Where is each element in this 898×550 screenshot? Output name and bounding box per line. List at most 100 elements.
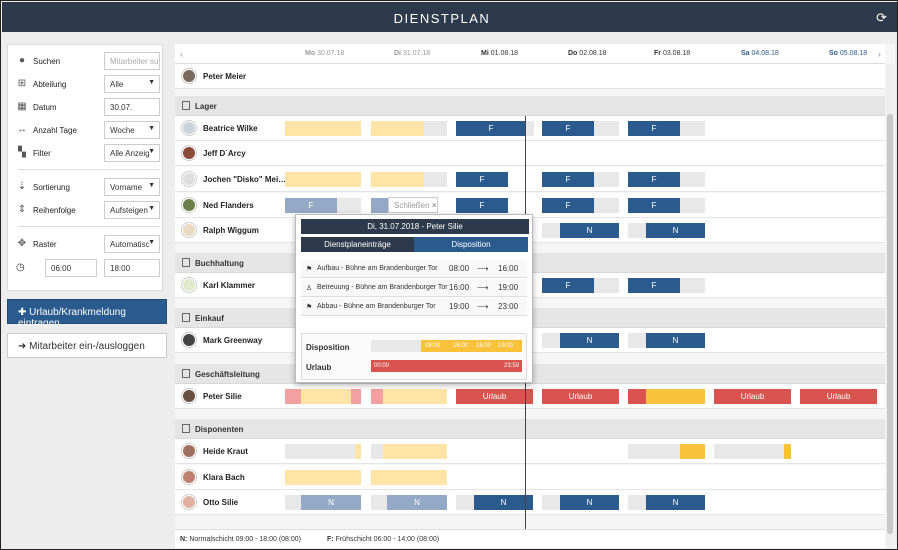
shift-block[interactable] [680, 172, 705, 187]
day-header-so[interactable]: So 05.08.18 [829, 50, 868, 57]
shift-block[interactable] [285, 172, 361, 187]
time-to-input[interactable]: 18:00 [104, 259, 160, 277]
shift-block[interactable]: N [646, 223, 705, 238]
scrollbar-thumb[interactable] [887, 114, 893, 534]
department-select[interactable]: Alle ▼ [104, 75, 160, 93]
shift-block[interactable] [594, 121, 619, 136]
sort-select[interactable]: Vorname ▼ [104, 178, 160, 196]
shift-block[interactable]: Urlaub [800, 389, 877, 404]
shift-block[interactable]: F [456, 121, 526, 136]
shift-block[interactable]: F [542, 121, 594, 136]
shift-block[interactable] [784, 444, 791, 459]
shift-block[interactable] [371, 172, 424, 187]
shift-block[interactable]: F [628, 198, 680, 213]
employee-name[interactable]: Heide Kraut [203, 447, 248, 456]
employee-name[interactable]: Jochen "Disko" Mei… [203, 175, 287, 184]
vacation-button[interactable]: ✚ Urlaub/Krankmeldung eintragen [7, 299, 167, 329]
date-input[interactable]: 30.07. [104, 98, 160, 116]
day-header-mi[interactable]: Mi 01.08.18 [481, 50, 518, 57]
vacation-bar[interactable]: 00:00 23:59 [371, 360, 522, 372]
chevron-right-icon[interactable]: › [878, 49, 881, 59]
shift-block[interactable] [371, 495, 387, 510]
shift-block[interactable] [371, 121, 424, 136]
employee-name[interactable]: Beatrice Wilke [203, 124, 258, 133]
shift-block[interactable] [628, 495, 646, 510]
shift-block[interactable] [680, 444, 705, 459]
disposition-bar[interactable]: 08:00 16:00 16:00 19:00 [421, 340, 522, 352]
shift-block[interactable]: F [542, 172, 594, 187]
shift-block[interactable]: F [456, 172, 508, 187]
shift-block[interactable]: Urlaub [714, 389, 791, 404]
shift-block[interactable] [542, 333, 560, 348]
tab-disposition[interactable]: Disposition [414, 237, 528, 252]
shift-block[interactable] [383, 389, 447, 404]
shift-block[interactable] [526, 121, 534, 136]
shift-block[interactable] [646, 389, 705, 404]
search-input[interactable]: Mitarbeiter suc [104, 52, 160, 70]
day-header-do[interactable]: Do 02.08.18 [568, 50, 607, 57]
shift-block[interactable]: N [474, 495, 533, 510]
shift-block[interactable] [456, 495, 474, 510]
shift-block[interactable] [628, 223, 646, 238]
shift-block[interactable]: N [560, 333, 619, 348]
day-header-sa[interactable]: Sa 04.08.18 [741, 50, 779, 57]
employee-name[interactable]: Jeff D´Arcy [203, 149, 246, 158]
shift-block[interactable] [680, 278, 705, 293]
order-select[interactable]: Aufsteigen ▼ [104, 201, 160, 219]
days-select[interactable]: Woche ▼ [104, 121, 160, 139]
entry-row[interactable]: ⚑ Abbau - Bühne am Brandenburger Tor 19:… [301, 298, 527, 316]
shift-block[interactable] [424, 172, 447, 187]
shift-block[interactable]: F [628, 172, 680, 187]
employee-name[interactable]: Peter Meier [203, 72, 247, 81]
tab-entries[interactable]: Dienstplaneinträge [301, 237, 414, 252]
shift-block[interactable] [301, 389, 351, 404]
shift-block[interactable] [594, 172, 619, 187]
day-header-mo[interactable]: Mo 30.07.18 [305, 50, 345, 57]
day-header-fr[interactable]: Fr 03.08.18 [654, 50, 691, 57]
login-button[interactable]: ➜ Mitarbeiter ein-/ausloggen [7, 333, 167, 358]
entry-row[interactable]: ⚑ Aufbau - Bühne am Brandenburger Tor 08… [301, 260, 527, 278]
shift-block[interactable] [628, 333, 646, 348]
shift-block[interactable]: F [542, 278, 594, 293]
shift-block[interactable] [680, 198, 705, 213]
shift-block[interactable]: N [560, 223, 619, 238]
time-from-input[interactable]: 06:00 [45, 259, 97, 277]
shift-block[interactable] [594, 278, 619, 293]
entry-row[interactable]: ♙ Betreuung - Bühne am Brandenburger Tor… [301, 279, 527, 297]
group-header-lager[interactable]: Lager [175, 96, 885, 116]
shift-block[interactable] [285, 121, 361, 136]
employee-name[interactable]: Mark Greenway [203, 336, 263, 345]
shift-block[interactable] [714, 444, 784, 459]
shift-block[interactable]: N [387, 495, 447, 510]
filter-select[interactable]: Alle Anzeig ▼ [104, 144, 160, 162]
shift-block[interactable]: F [456, 198, 508, 213]
group-header-disponenten[interactable]: Disponenten [175, 419, 885, 439]
refresh-icon[interactable]: ⟳ [876, 10, 887, 25]
shift-block[interactable] [424, 121, 447, 136]
shift-block[interactable]: Urlaub [456, 389, 533, 404]
shift-block[interactable] [355, 444, 361, 459]
shift-block[interactable] [371, 444, 383, 459]
shift-block[interactable] [628, 389, 646, 404]
shift-block[interactable]: F [285, 198, 337, 213]
shift-block[interactable] [628, 444, 680, 459]
shift-block[interactable] [285, 389, 301, 404]
employee-name[interactable]: Klara Bach [203, 473, 245, 482]
shift-block[interactable]: N [301, 495, 361, 510]
shift-block[interactable]: N [646, 333, 705, 348]
employee-name[interactable]: Ralph Wiggum [203, 226, 259, 235]
grid-select[interactable]: Automatisc ▼ [104, 235, 160, 253]
shift-block[interactable]: F [542, 198, 594, 213]
shift-block[interactable]: Urlaub [542, 389, 619, 404]
shift-block[interactable] [680, 121, 705, 136]
shift-block[interactable]: F [628, 278, 680, 293]
shift-block[interactable] [337, 198, 361, 213]
employee-name[interactable]: Karl Klammer [203, 281, 256, 290]
shift-block[interactable] [383, 444, 447, 459]
day-header-di[interactable]: Di 31.07.18 [394, 50, 431, 57]
shift-block[interactable] [594, 198, 619, 213]
employee-name[interactable]: Ned Flanders [203, 201, 254, 210]
employee-name[interactable]: Otto Silie [203, 498, 239, 507]
chevron-left-icon[interactable]: ‹ [180, 49, 183, 59]
shift-block[interactable]: N [646, 495, 705, 510]
